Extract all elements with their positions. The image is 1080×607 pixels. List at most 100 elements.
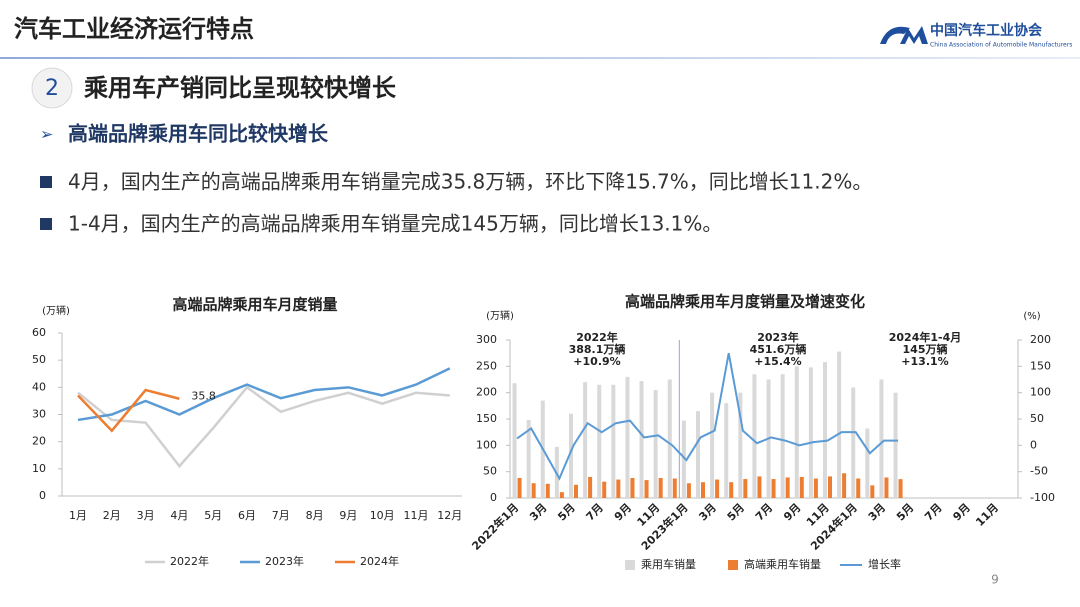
bullet: 4月，国内生产的高端品牌乘用车销量完成35.8万辆，环比下降15.7%，同比增长… <box>68 170 872 194</box>
bar <box>870 485 875 498</box>
legend-swatch <box>728 560 738 570</box>
bar <box>658 477 663 498</box>
x-tick-label: 11月 <box>404 509 429 522</box>
y-tick-label: 60 <box>32 326 46 339</box>
x-tick-label: 10月 <box>370 509 395 522</box>
logo-english: China Association of Automobile Manufact… <box>930 42 1072 49</box>
section-number: 2 <box>45 76 59 101</box>
bar <box>531 483 536 498</box>
bar <box>588 476 593 498</box>
x-tick-label: 6月 <box>238 509 256 522</box>
bar <box>630 477 635 498</box>
bar <box>545 483 550 498</box>
y-tick-label: 30 <box>32 408 46 421</box>
x-tick-label: 1月 <box>69 509 87 522</box>
axis-unit: (%) <box>1023 311 1040 322</box>
x-tick-label: 2022年1月 <box>469 500 522 553</box>
data-label: 35.8 <box>191 390 216 403</box>
bar <box>856 478 861 498</box>
x-tick-label: 9月 <box>950 501 972 523</box>
legend-label: 增长率 <box>868 557 901 571</box>
y-tick-label: 0 <box>39 489 46 502</box>
bar <box>597 384 602 498</box>
legend-label: 2023年 <box>265 554 304 568</box>
y-tick-label: 10 <box>32 462 46 475</box>
y-tick-label: 200 <box>476 386 497 399</box>
axis-unit: (万辆) <box>42 304 70 317</box>
header-rule <box>0 57 1080 59</box>
series-line <box>77 388 180 433</box>
y2-tick-label: 200 <box>1030 333 1051 346</box>
legend-label: 2022年 <box>170 554 209 568</box>
bar <box>710 392 715 498</box>
x-tick-label: 12月 <box>437 509 462 522</box>
y-tick-label: 50 <box>32 353 46 366</box>
bar <box>879 379 884 498</box>
annotation: 2024年1-4月 <box>889 330 962 344</box>
bar <box>823 362 827 498</box>
bar <box>672 478 677 498</box>
annotation: 145万辆 <box>903 342 948 356</box>
logo-name: 中国汽车工业协会 <box>930 22 1043 39</box>
bar <box>583 382 588 498</box>
y-tick-label: 0 <box>490 491 497 504</box>
bar <box>701 482 705 498</box>
x-tick-label: 5月 <box>555 501 577 523</box>
bar <box>794 366 799 498</box>
bar <box>738 392 743 498</box>
x-tick-label: 7月 <box>753 501 775 523</box>
x-tick-label: 9月 <box>339 509 357 522</box>
x-tick-label: 3月 <box>696 501 718 523</box>
series-line <box>516 352 899 481</box>
legend-label: 乘用车销量 <box>641 557 696 571</box>
bar <box>667 379 672 498</box>
annotation: +15.4% <box>754 355 801 368</box>
axis-unit: (万辆) <box>486 309 514 322</box>
x-tick-label: 11月 <box>973 501 1001 529</box>
y2-tick-label: -100 <box>1030 491 1055 504</box>
bar <box>517 477 522 498</box>
y2-tick-label: 100 <box>1030 386 1051 399</box>
bullet-icon <box>40 218 52 230</box>
bar <box>752 374 757 498</box>
bar <box>653 390 658 498</box>
subheading: 高端品牌乘用车同比较快增长 <box>68 122 329 146</box>
bar <box>898 479 903 498</box>
annotation: 2022年 <box>576 330 618 344</box>
bar <box>828 476 832 498</box>
logo-mark <box>880 26 928 44</box>
bar <box>526 420 531 498</box>
bar <box>724 403 729 498</box>
bar <box>574 484 578 498</box>
bar <box>639 381 644 498</box>
section-title: 乘用车产销同比呈现较快增长 <box>83 74 397 102</box>
bar <box>681 420 686 498</box>
bar <box>625 376 630 498</box>
x-tick-label: 2月 <box>103 509 121 522</box>
x-tick-label: 7月 <box>272 509 290 522</box>
bar <box>893 392 898 498</box>
legend-label: 2024年 <box>360 554 399 568</box>
bar <box>785 477 790 498</box>
y-tick-label: 40 <box>32 380 46 393</box>
bar <box>512 383 517 498</box>
x-tick-label: 9月 <box>612 501 634 523</box>
bar <box>616 479 621 498</box>
annotation: 451.6万辆 <box>750 342 807 356</box>
annotation: +10.9% <box>573 355 620 368</box>
legend-label: 高端乘用车销量 <box>744 557 821 571</box>
bar <box>808 367 813 498</box>
x-tick-label: 4月 <box>170 509 188 522</box>
y2-tick-label: 0 <box>1030 438 1037 451</box>
x-tick-label: 9月 <box>781 501 803 523</box>
y2-tick-label: 150 <box>1030 359 1051 372</box>
bar <box>884 477 889 498</box>
bar <box>696 411 700 498</box>
x-tick-label: 8月 <box>306 509 324 522</box>
bar <box>851 387 856 498</box>
x-tick-label: 3月 <box>137 509 155 522</box>
y-tick-label: 250 <box>476 359 497 372</box>
bar <box>771 479 776 498</box>
bullet-icon <box>40 176 52 188</box>
